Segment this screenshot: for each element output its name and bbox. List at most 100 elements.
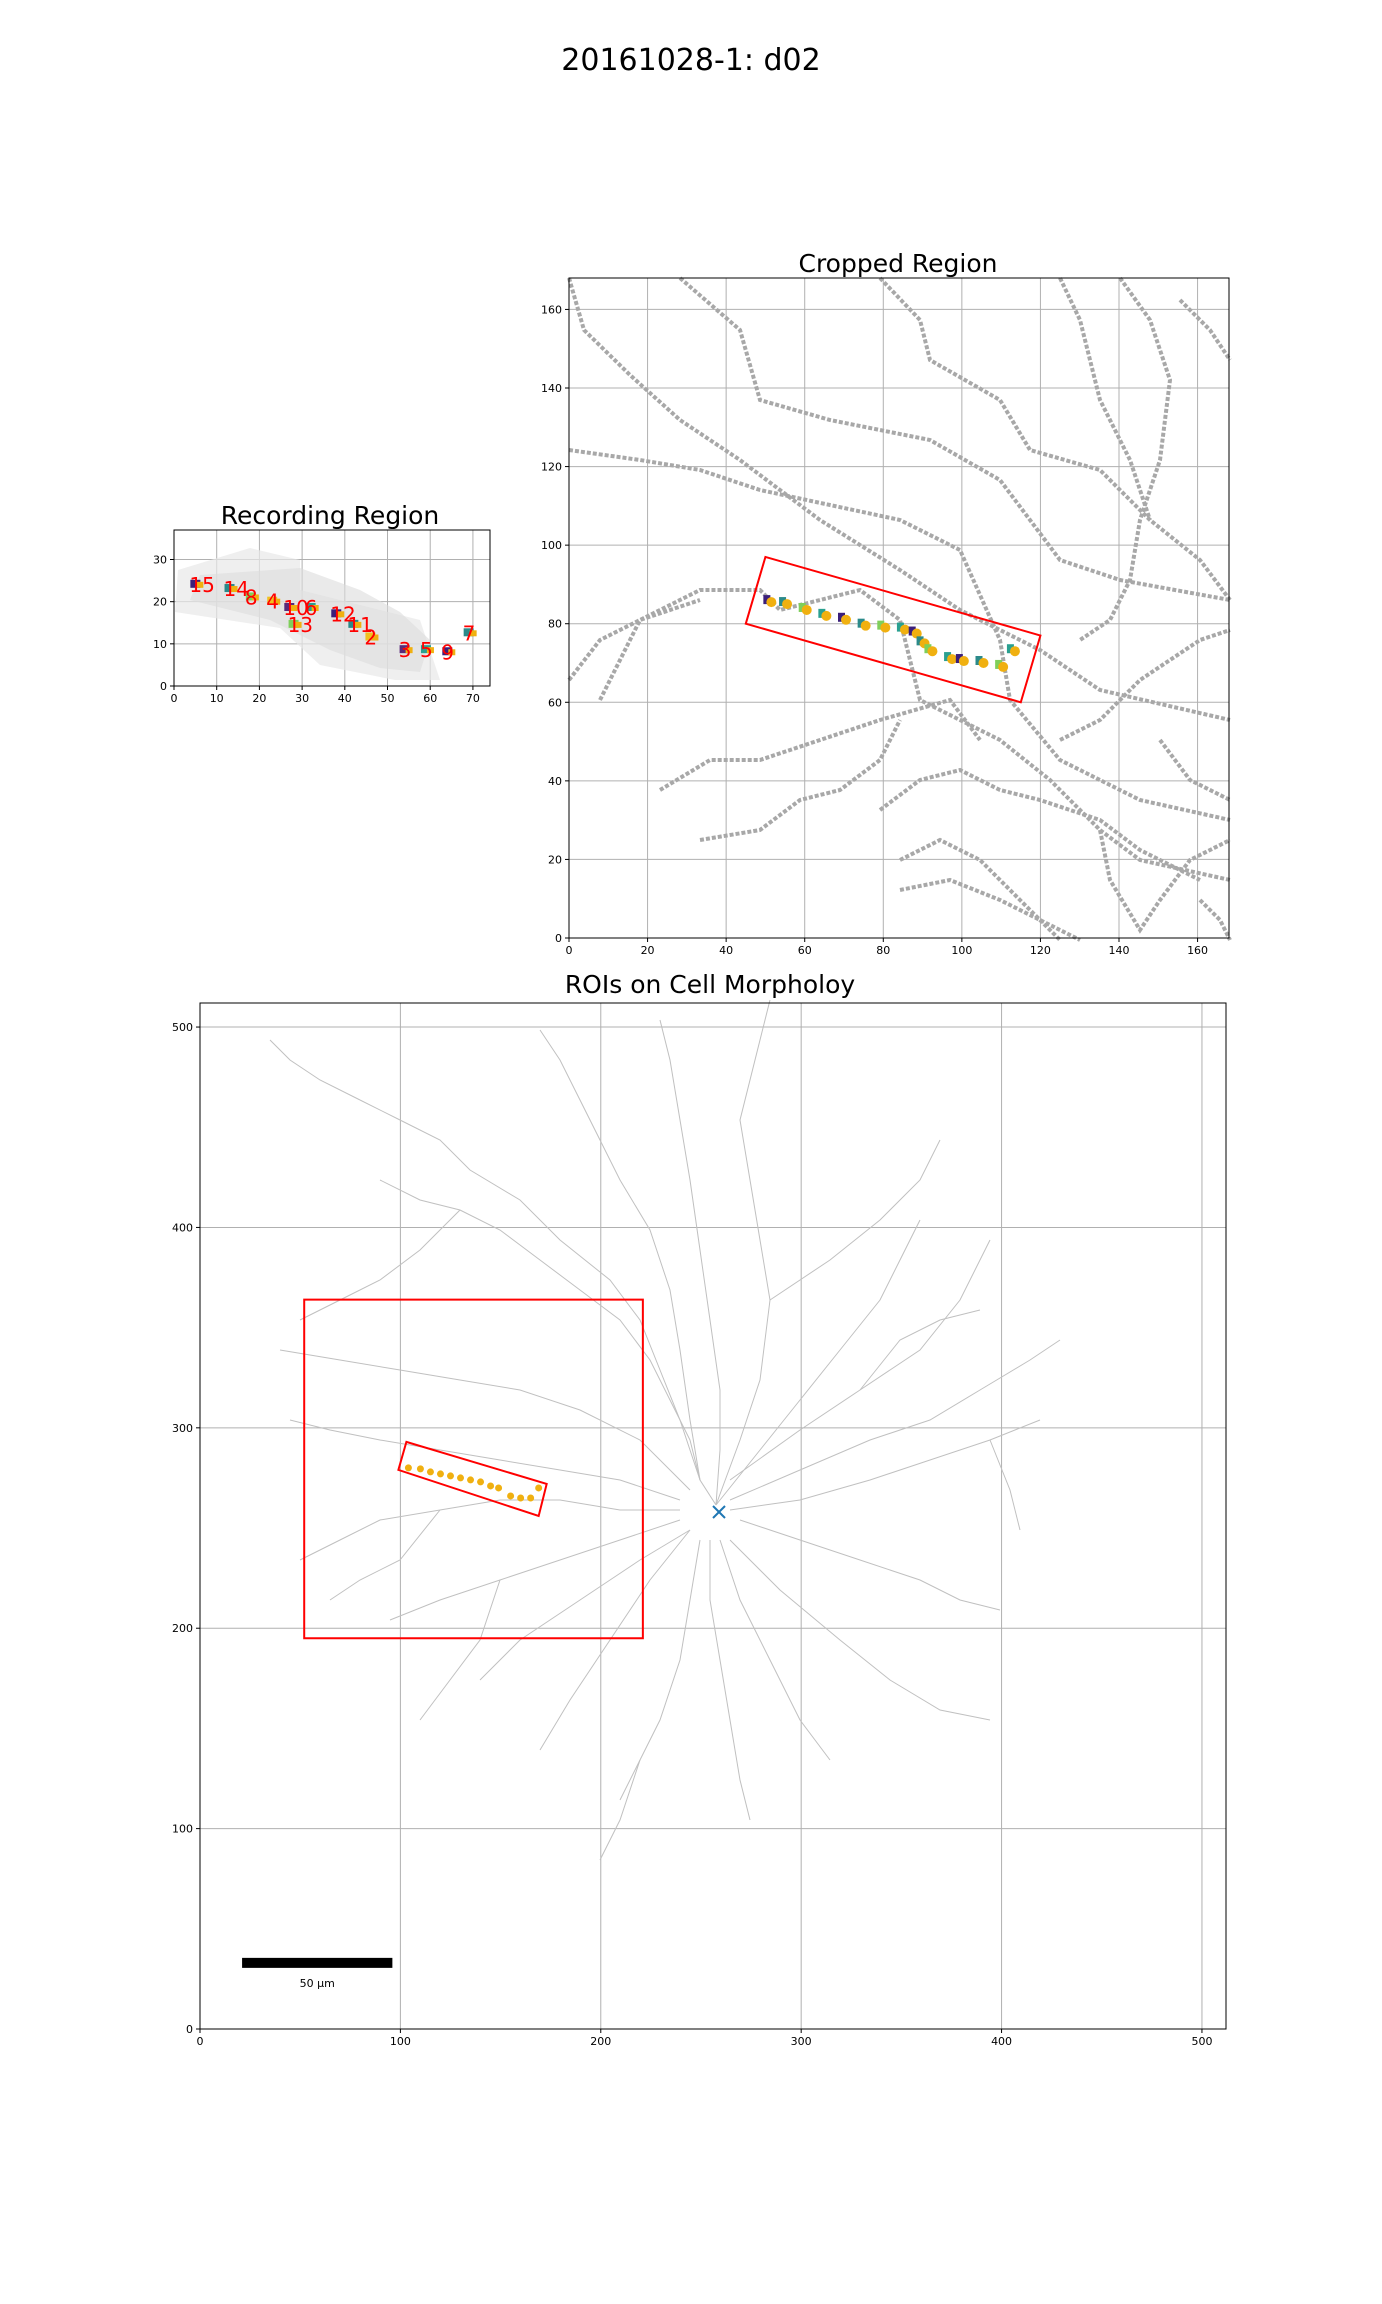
morphology-ytick-label: 0 [186, 2023, 193, 2036]
roi-point [899, 624, 910, 635]
cropped-region-title: Cropped Region [799, 249, 998, 278]
roi-point [426, 1468, 434, 1476]
roi-point [821, 610, 832, 621]
roi-marker [267, 596, 278, 605]
cropped-region-ytick-label: 20 [548, 853, 562, 866]
soma-cross-line [712, 1505, 726, 1519]
roi-marker [294, 621, 302, 628]
cropped-region-frame [568, 277, 1230, 939]
roi-label: 15 [189, 573, 214, 597]
roi-point [880, 622, 891, 633]
cropped-region-xtick-label: 80 [876, 944, 890, 957]
cropped-region-ytick-label: 40 [548, 775, 562, 788]
roi-pixel [779, 597, 787, 607]
recording-region-xtick-label: 30 [295, 692, 309, 705]
morphology-ticks: 0 100 200 300 400 500 0 100 200 300 400 500 [172, 1021, 1212, 2048]
morphology-ytick-label: 300 [172, 1422, 193, 1435]
roi-point [404, 1464, 412, 1472]
roi-point [416, 1465, 424, 1473]
roi-marker [284, 603, 295, 611]
roi-label: 5 [420, 638, 433, 662]
cropped-region-xtick-label: 120 [1030, 944, 1051, 957]
scale-bar-line [242, 1957, 393, 1968]
roi-pixel [908, 626, 916, 636]
roi-label: 4 [266, 590, 279, 614]
recording-region-xtick-label: 40 [338, 692, 352, 705]
recording-region-ytick-label: 30 [153, 554, 167, 567]
roi-marker [305, 603, 316, 611]
roi-marker [337, 611, 345, 618]
recording-region-roi-markers [190, 579, 477, 656]
recording-region-xtick-label: 20 [252, 692, 266, 705]
roi-marker [290, 605, 298, 611]
roi-point [782, 599, 793, 610]
cropped-region-ytick-label: 80 [548, 618, 562, 631]
roi-point [535, 1484, 543, 1492]
recording-region-xtick-label: 10 [210, 692, 224, 705]
roi-marker [224, 584, 235, 593]
cropped-region-xtick-label: 100 [951, 944, 972, 957]
roi-marker [399, 645, 410, 654]
recording-region-ytick-label: 0 [160, 680, 167, 693]
roi-label: 11 [347, 613, 372, 637]
cropped-region-dendrites [567, 276, 1232, 942]
cropped-region-xtick-label: 160 [1187, 944, 1208, 957]
recording-region-ticks: 0 10 20 30 40 50 60 70 0 10 20 30 [153, 554, 480, 705]
recording-region-frame [173, 529, 491, 687]
morphology-ytick-label: 200 [172, 1622, 193, 1635]
cropped-region-ytick-label: 100 [541, 539, 562, 552]
recording-region-ytick-label: 20 [153, 596, 167, 609]
morphology-frame [199, 1002, 1227, 2030]
roi-marker [448, 649, 456, 656]
roi-label: 7 [463, 621, 476, 645]
roi-point [947, 654, 958, 665]
roi-label: 3 [399, 638, 412, 662]
roi-label: 10 [283, 596, 308, 620]
roi-label: 9 [441, 640, 454, 664]
roi-label: 13 [288, 613, 313, 637]
recording-region-title: Recording Region [221, 501, 440, 530]
recording-region-ytick-label: 10 [153, 638, 167, 651]
roi-marker [251, 594, 259, 601]
roi-point [978, 658, 989, 668]
cropped-region-ytick-label: 140 [541, 382, 562, 395]
cropped-region-xtick-label: 40 [719, 944, 733, 957]
morphology-grid [199, 1003, 1226, 2030]
recording-region-xtick-label: 50 [381, 692, 395, 705]
roi-pixel [818, 608, 826, 618]
roi-marker [463, 628, 474, 637]
morphology-ytick-label: 100 [172, 1823, 193, 1836]
cropped-region-xtick-label: 20 [641, 944, 655, 957]
roi-marker [405, 647, 413, 654]
roi-point [801, 604, 812, 615]
cropped-region-xtick-label: 0 [566, 944, 573, 957]
roi-point [495, 1484, 503, 1492]
roi-pixel [944, 652, 952, 662]
roi-pixel [916, 636, 924, 646]
roi-label: 12 [330, 602, 355, 626]
roi-marker [420, 645, 431, 654]
roi-marker [442, 647, 453, 656]
roi-pixel [1006, 644, 1014, 654]
roi-point [766, 597, 777, 608]
roi-point [958, 656, 969, 667]
morphology-dendrites [269, 999, 1061, 1861]
roi-pixel [838, 612, 845, 622]
roi-marker [190, 579, 201, 588]
morphology-roi-markers [404, 1464, 543, 1502]
roi-marker [273, 598, 281, 605]
roi-marker [365, 632, 376, 641]
cropped-region-roi-markers [763, 595, 1020, 672]
cropped-region-ytick-label: 0 [555, 932, 562, 945]
roi-marker [245, 592, 256, 601]
morphology-crop-box [303, 1298, 644, 1640]
roi-label: 8 [245, 585, 258, 609]
cropped-region-ytick-label: 120 [541, 461, 562, 474]
cropped-region-xtick-label: 60 [798, 944, 812, 957]
morphology-xtick-label: 100 [390, 2035, 411, 2048]
roi-label: 6 [305, 596, 318, 620]
roi-pixel [924, 644, 932, 654]
roi-pixel [877, 620, 885, 630]
